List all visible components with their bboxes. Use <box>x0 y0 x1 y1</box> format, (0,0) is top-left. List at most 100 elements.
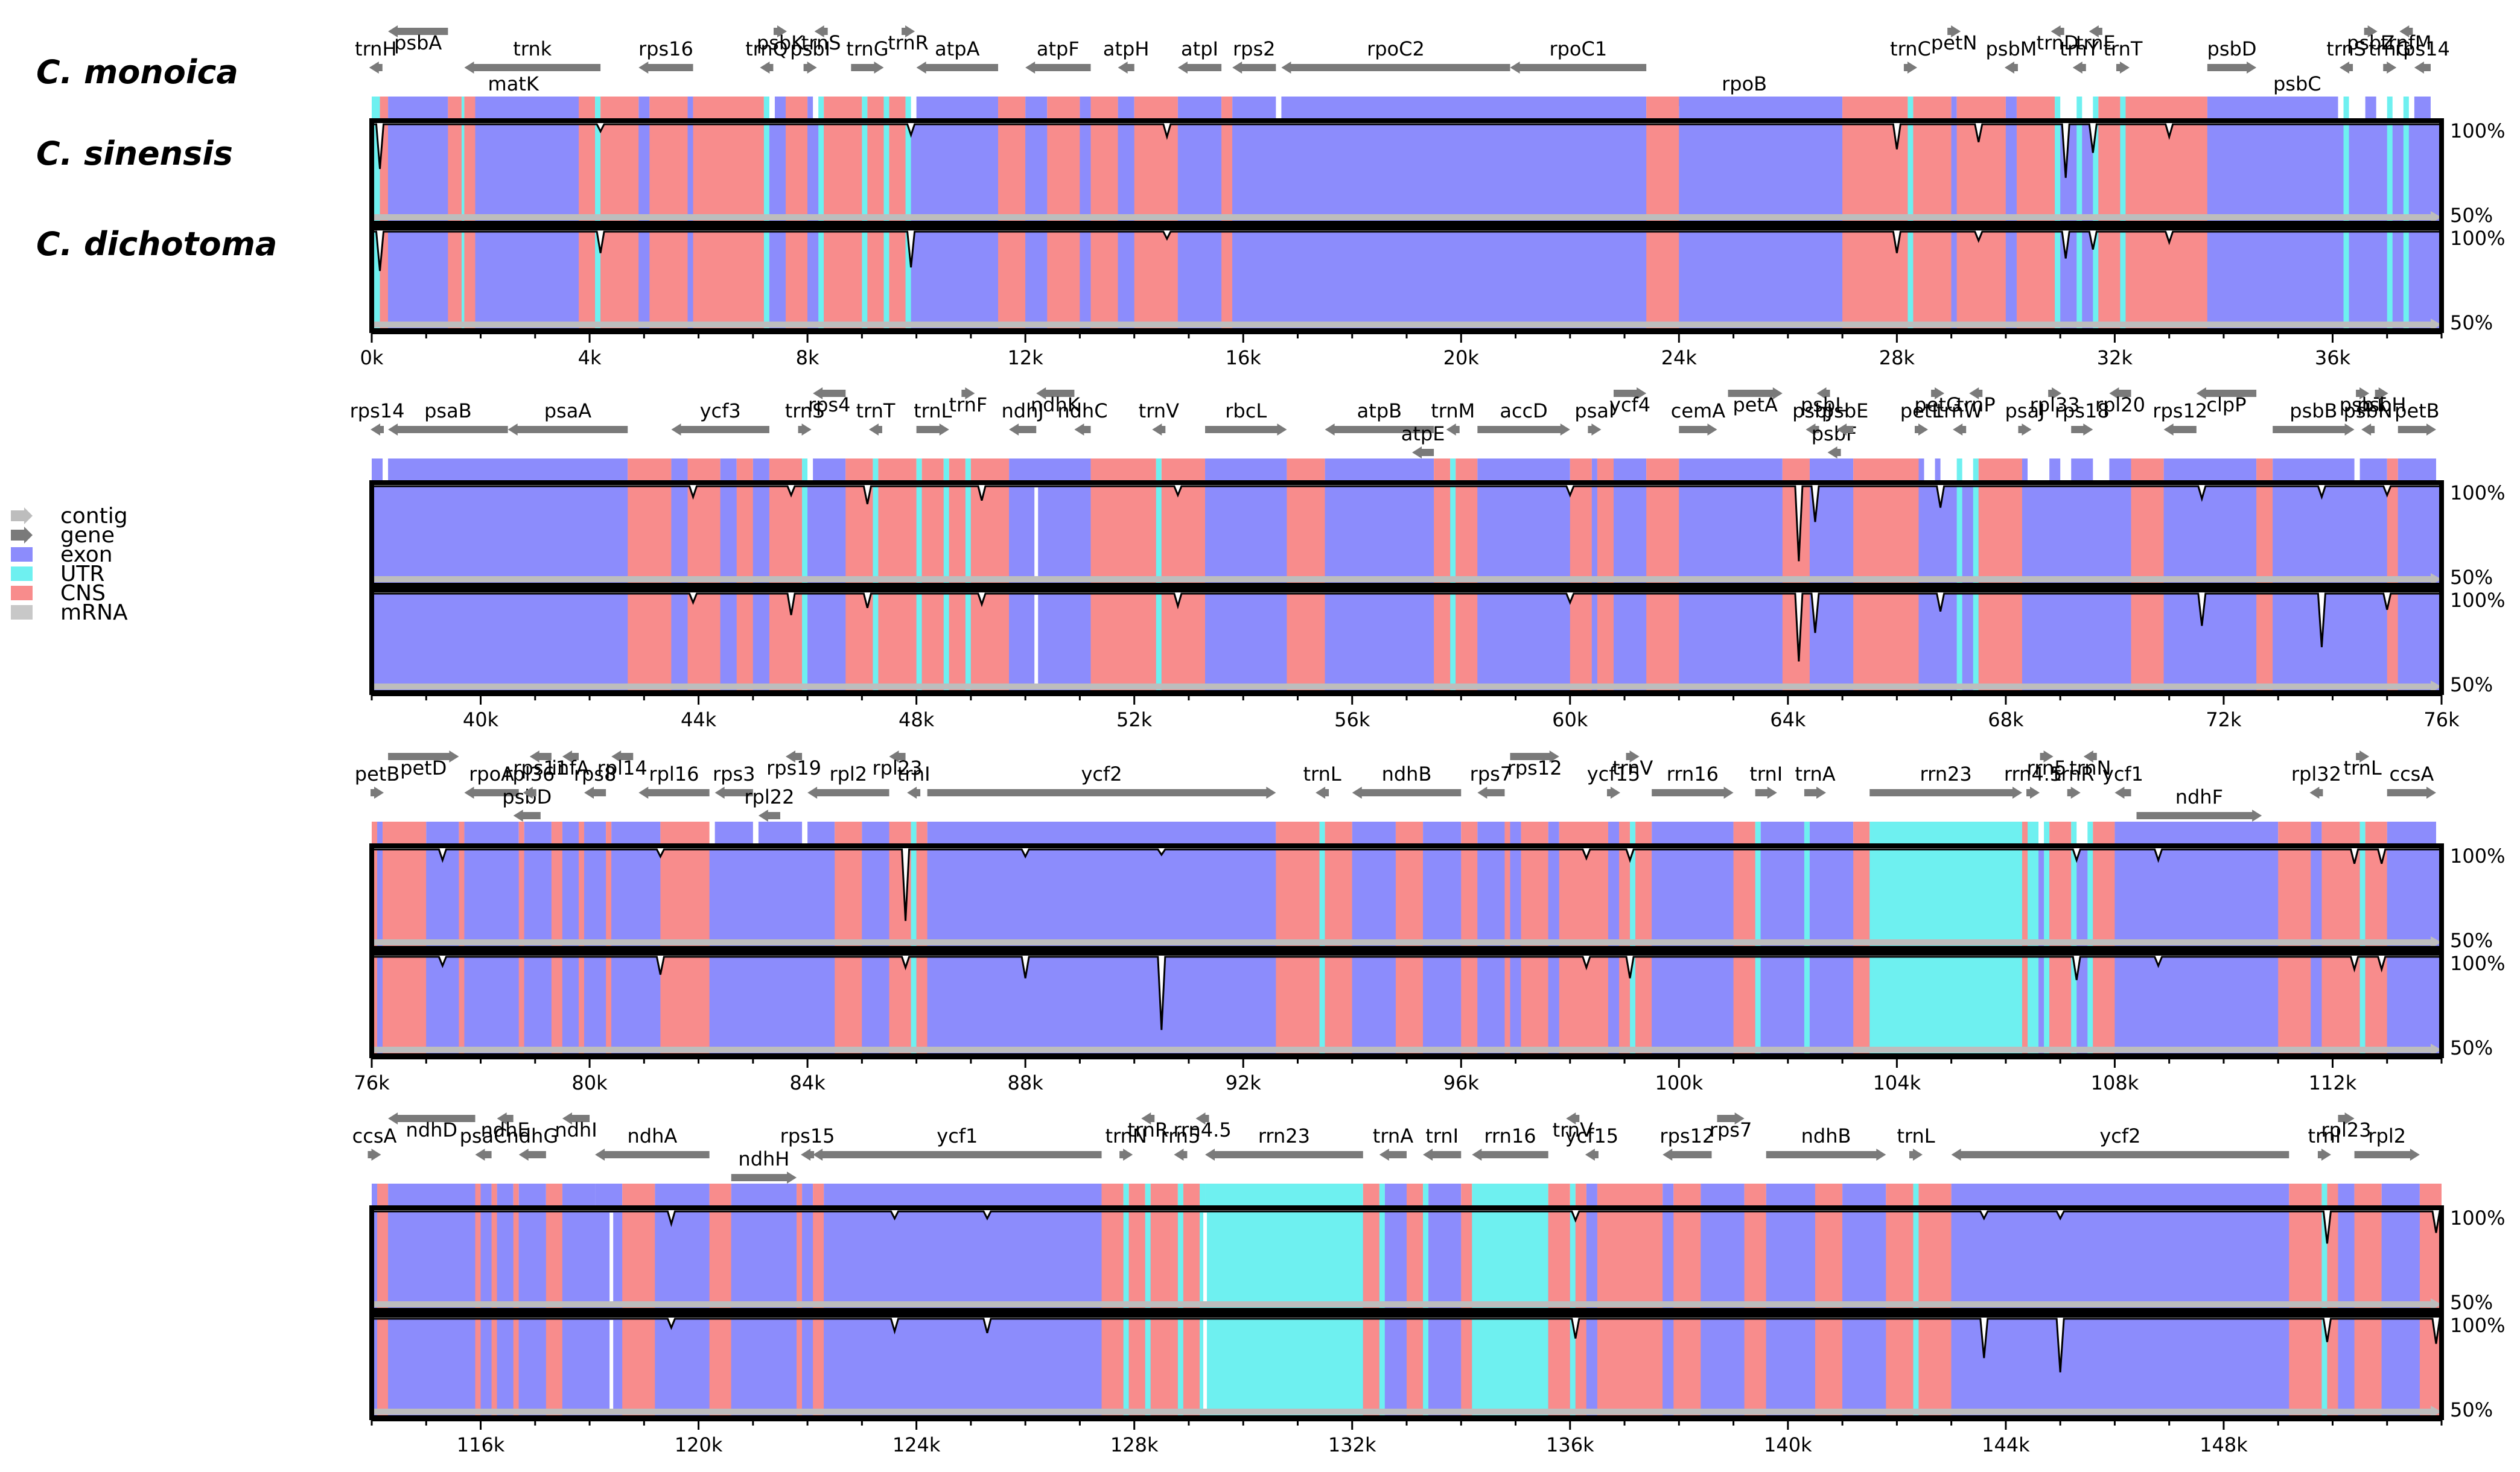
annotation-CNS <box>970 458 1010 480</box>
gene-arrow <box>714 787 753 799</box>
contig-bar <box>372 1301 2431 1307</box>
track-UTR-region <box>2120 228 2126 331</box>
contig-arrowhead <box>2431 1298 2442 1310</box>
track-CNS-region <box>1673 1208 1701 1310</box>
track-CNS-region <box>1918 1208 1952 1310</box>
gene-arrow <box>2116 62 2130 74</box>
annotation-exon <box>497 1184 514 1205</box>
track-exon-region <box>1205 483 1287 585</box>
gene-label: trnE <box>2076 31 2116 54</box>
annotation-CNS <box>1673 1184 1701 1205</box>
identity-label-50: 50% <box>2450 1291 2493 1314</box>
annotation-CNS <box>1815 1184 1843 1205</box>
track-exon-region <box>731 1208 797 1310</box>
gene-label: rrn4.5 <box>1173 1118 1231 1141</box>
gene-arrow <box>2387 787 2436 799</box>
gene-label: trnL <box>1303 763 1341 785</box>
gene-arrow <box>2273 424 2355 436</box>
track-UTR-region <box>2076 121 2082 223</box>
track-exon-region <box>1591 590 1597 693</box>
axis-tick-label: 8k <box>796 346 819 369</box>
track-CNS-region <box>1853 846 1870 948</box>
track-CNS-region <box>372 953 378 1056</box>
annotation-exon <box>480 1184 492 1205</box>
track-CNS-region <box>513 1315 519 1418</box>
gene-arrow <box>1412 446 1434 458</box>
gene-arrow <box>671 424 769 436</box>
gene-label: rps8 <box>574 763 617 785</box>
gene-label: trnY <box>2060 37 2099 60</box>
gene-label: atpE <box>1401 422 1445 445</box>
gene-label: rpl23 <box>2321 1118 2372 1141</box>
gene-arrow <box>1951 1149 2289 1161</box>
alignment-gap <box>1203 1320 1208 1413</box>
axis-tick-label: 108k <box>2091 1071 2139 1094</box>
track-exon-region <box>388 228 448 331</box>
gene-arrow <box>497 1112 514 1125</box>
track-UTR-region <box>911 953 917 1056</box>
gene-arrow <box>2136 810 2262 822</box>
track-exon-region <box>372 590 383 693</box>
annotation-UTR <box>2093 97 2099 118</box>
track-CNS-region <box>2049 846 2072 948</box>
track-exon-region <box>2109 483 2131 585</box>
track-exon-region <box>720 590 737 693</box>
track-CNS-region <box>998 228 1026 331</box>
gene-label: clpP <box>2206 393 2246 416</box>
annotation-UTR <box>1804 822 1810 843</box>
annotation-exon <box>372 458 383 480</box>
gene-arrow <box>1588 424 1602 436</box>
track-CNS-region <box>786 228 808 331</box>
annotation-exon <box>2071 458 2093 480</box>
annotation-exon <box>1548 822 1559 843</box>
track-UTR-region <box>2120 121 2126 223</box>
track-UTR-region <box>1319 846 1325 948</box>
gene-label: trnS <box>2326 37 2366 60</box>
track-CNS-region <box>1744 1315 1766 1418</box>
track-CNS-region <box>835 953 862 1056</box>
track-UTR-region <box>883 121 889 223</box>
legend-gene-label: gene <box>60 523 115 548</box>
annotation-UTR <box>1177 1184 1183 1205</box>
track-UTR-region <box>1123 1315 1129 1418</box>
track-exon-region <box>1679 483 1783 585</box>
annotation-UTR <box>1630 822 1636 843</box>
track-frame <box>369 1313 2444 1420</box>
annotation-CNS <box>1853 458 1919 480</box>
panel-3-axis: 76k 80k 84k 88k 92k 96k 100k 104k 108k 112k <box>354 1057 2443 1094</box>
track-exon-region <box>1662 1208 1674 1310</box>
track-CNS-region <box>1047 121 1080 223</box>
contig-bar <box>372 684 2431 690</box>
track-CNS-region <box>448 228 462 331</box>
track-exon-region <box>1679 121 1843 223</box>
track-UTR-region <box>965 483 971 585</box>
track-CNS-region <box>813 1208 824 1310</box>
gene-arrow <box>2083 750 2097 763</box>
annotation-CNS <box>878 458 917 480</box>
gene-label: psbC <box>2273 72 2321 95</box>
track-CNS-region <box>1744 1208 1766 1310</box>
track-CNS-region <box>693 228 764 331</box>
annotation-UTR <box>2028 822 2039 843</box>
gene-label: infA <box>552 757 589 779</box>
track-CNS-region <box>1161 590 1206 693</box>
track-exon-region <box>1652 953 1734 1056</box>
track-CNS-region <box>2098 121 2121 223</box>
track-exon-region <box>1352 846 1396 948</box>
gene-label: trnV <box>1553 1118 1593 1141</box>
alignment-gap <box>1034 487 1039 580</box>
contig-bar <box>372 322 2431 328</box>
gene-label: rpl2 <box>2368 1125 2406 1147</box>
track-UTR-region <box>1145 1208 1151 1310</box>
axis-tick-label: 80k <box>571 1071 608 1094</box>
track-CNS-region <box>1646 483 1679 585</box>
annotation-CNS <box>660 822 710 843</box>
track-CNS-region <box>786 121 808 223</box>
gene-arrow <box>907 787 921 799</box>
track-UTR-region <box>2071 846 2077 948</box>
track-exon-region <box>1951 228 1957 331</box>
annotation-CNS <box>2354 1184 2382 1205</box>
gene-label: trnI <box>1425 1125 1459 1147</box>
gene-label: rpl16 <box>649 763 699 785</box>
